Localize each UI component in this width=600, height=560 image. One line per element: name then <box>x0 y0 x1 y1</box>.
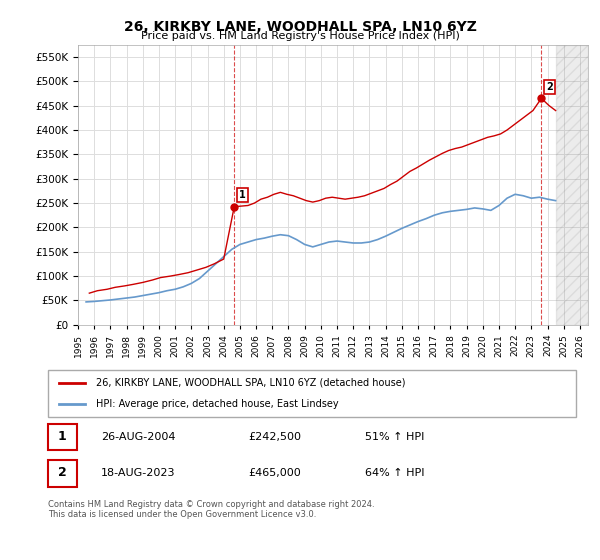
Text: £465,000: £465,000 <box>248 468 301 478</box>
Text: 2: 2 <box>546 82 553 92</box>
Text: HPI: Average price, detached house, East Lindsey: HPI: Average price, detached house, East… <box>95 399 338 409</box>
FancyBboxPatch shape <box>48 460 77 487</box>
Text: 26-AUG-2004: 26-AUG-2004 <box>101 432 175 442</box>
Text: 64% ↑ HPI: 64% ↑ HPI <box>365 468 424 478</box>
Text: 51% ↑ HPI: 51% ↑ HPI <box>365 432 424 442</box>
Text: 1: 1 <box>58 430 67 443</box>
Text: Price paid vs. HM Land Registry's House Price Index (HPI): Price paid vs. HM Land Registry's House … <box>140 31 460 41</box>
Text: Contains HM Land Registry data © Crown copyright and database right 2024.
This d: Contains HM Land Registry data © Crown c… <box>48 500 374 519</box>
Text: 18-AUG-2023: 18-AUG-2023 <box>101 468 175 478</box>
Text: 26, KIRKBY LANE, WOODHALL SPA, LN10 6YZ (detached house): 26, KIRKBY LANE, WOODHALL SPA, LN10 6YZ … <box>95 378 405 388</box>
Text: 1: 1 <box>239 190 246 200</box>
FancyBboxPatch shape <box>48 424 77 450</box>
FancyBboxPatch shape <box>48 370 576 417</box>
Text: £242,500: £242,500 <box>248 432 302 442</box>
Text: 26, KIRKBY LANE, WOODHALL SPA, LN10 6YZ: 26, KIRKBY LANE, WOODHALL SPA, LN10 6YZ <box>124 20 476 34</box>
Text: 2: 2 <box>58 466 67 479</box>
